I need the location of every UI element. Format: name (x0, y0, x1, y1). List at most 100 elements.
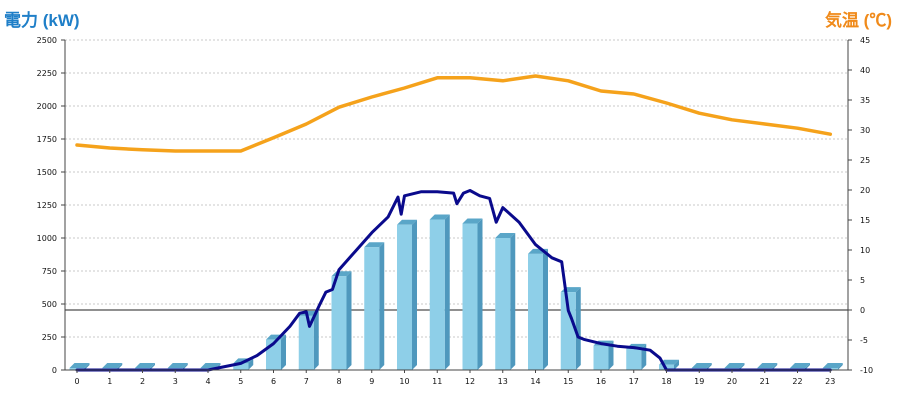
y-tick-label-right: 15 (860, 216, 870, 225)
power-bar (364, 242, 385, 370)
power-bar-side (84, 363, 90, 370)
y-tick-label-right: 40 (860, 66, 870, 75)
x-tick-label: 19 (694, 377, 704, 386)
power-bar (528, 248, 548, 370)
power-bar-face (462, 223, 478, 370)
power-bar-side (837, 363, 843, 370)
power-bar-top (364, 242, 385, 248)
y-tick-label-right: 5 (860, 276, 865, 285)
series-lines (75, 74, 833, 372)
power-bar-face (495, 238, 511, 370)
power-bar-top (724, 363, 745, 369)
y-tick-label-right: 10 (860, 246, 870, 255)
y-tick-label-left: 2000 (37, 102, 57, 111)
power-bar-side (543, 248, 548, 370)
power-bar-top (691, 363, 712, 369)
power-bar-side (346, 271, 352, 370)
power-bar-side (706, 363, 712, 370)
x-tick-label: 12 (465, 377, 475, 386)
power-bar-side (772, 363, 778, 370)
x-tick-label: 10 (399, 377, 409, 386)
y-tick-label-left: 1000 (37, 234, 57, 243)
y-tick-label-left: 2500 (37, 36, 57, 45)
power-bar-top (495, 233, 516, 238)
x-tick-label: 22 (792, 377, 802, 386)
power-bar-side (281, 334, 286, 370)
y-tick-label-left: 1500 (37, 168, 57, 177)
x-tick-label: 8 (336, 377, 341, 386)
power-bar-top (167, 363, 188, 369)
power-bar-face (331, 276, 347, 370)
power-bar-face (593, 345, 609, 370)
x-tick-label: 4 (205, 377, 210, 386)
power-bar-face (429, 219, 445, 370)
power-bar-face (364, 247, 380, 370)
x-tick-label: 6 (271, 377, 276, 386)
y-tick-label-left: 1750 (37, 135, 57, 144)
power-bar-face (233, 363, 249, 370)
power-bar-top (102, 363, 123, 369)
x-tick-label: 3 (173, 377, 178, 386)
power-bar (298, 310, 319, 370)
power-bar-face (528, 253, 543, 370)
power-bar-face (626, 348, 642, 370)
x-tick-label: 21 (760, 377, 770, 386)
power-bar-side (444, 214, 450, 370)
power-bar-face (560, 292, 576, 370)
y-tick-label-right: 25 (860, 156, 870, 165)
power-bar-side (575, 287, 581, 370)
y-tick-label-right: 20 (860, 186, 870, 195)
power-bar-face (298, 315, 314, 370)
power-bar-top (757, 363, 778, 369)
y-tick-label-right: 45 (860, 36, 870, 45)
x-tick-label: 5 (238, 377, 243, 386)
power-bars (69, 214, 843, 370)
y-tick-label-right: -5 (860, 336, 868, 345)
power-bar (560, 287, 581, 370)
y-tick-label-right: 35 (860, 96, 870, 105)
x-tick-label: 0 (74, 377, 79, 386)
y-tick-label-left: 1250 (37, 201, 57, 210)
x-tick-label: 7 (304, 377, 309, 386)
y-tick-label-left: 750 (42, 267, 57, 276)
x-tick-label: 2 (140, 377, 145, 386)
y-tick-label-right: 0 (860, 306, 865, 315)
x-tick-label: 17 (629, 377, 639, 386)
power-bar-top (69, 363, 90, 369)
x-tick-label: 16 (596, 377, 606, 386)
power-bar-face (397, 224, 412, 370)
x-tick-label: 11 (432, 377, 442, 386)
power-bar-side (739, 363, 745, 370)
power-bar-side (805, 363, 810, 370)
temperature-line (75, 74, 833, 153)
power-bar-top (135, 363, 155, 369)
power-bar-top (429, 214, 450, 220)
grid-lines (65, 39, 848, 338)
y-tick-label-right: 30 (860, 126, 870, 135)
power-bar-top (397, 219, 417, 225)
power-bar-side (477, 218, 483, 370)
y-axis-label-right: 気温 (℃) (824, 11, 892, 30)
x-tick-label: 1 (107, 377, 112, 386)
power-bar (495, 233, 516, 370)
power-bar-side (313, 310, 319, 370)
x-tick-label: 23 (825, 377, 835, 386)
power-bar-side (379, 242, 385, 370)
power-bar (462, 218, 483, 370)
x-tick-label: 9 (369, 377, 374, 386)
power-bar (429, 214, 450, 370)
x-tick-label: 13 (498, 377, 508, 386)
power-bar-side (608, 340, 614, 370)
power-bar-top (200, 363, 221, 369)
y-tick-label-left: 0 (52, 366, 57, 375)
y-tick-label-left: 250 (42, 333, 57, 342)
x-tick-label: 14 (530, 377, 540, 386)
power-bar-side (510, 233, 516, 370)
x-tick-label: 20 (727, 377, 737, 386)
power-bar-side (412, 219, 417, 370)
power-bar-side (674, 359, 679, 370)
power-bar-side (117, 363, 123, 370)
y-tick-label-left: 500 (42, 300, 57, 309)
y-tick-label-left: 2250 (37, 69, 57, 78)
